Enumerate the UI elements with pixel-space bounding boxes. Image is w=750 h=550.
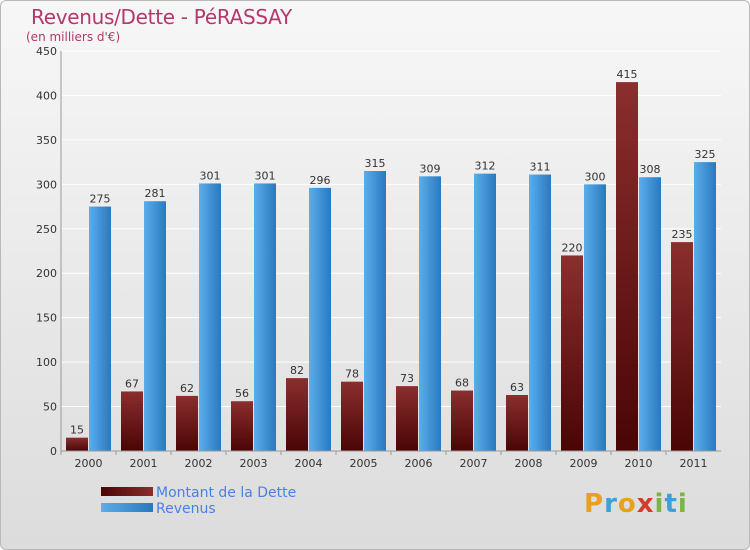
y-tick-label: 300 (36, 178, 57, 191)
chart-title: Revenus/Dette - PéRASSAY (31, 5, 292, 29)
y-tick-label: 400 (36, 89, 57, 102)
axes: 0 50 100 150 200 250 300 350 400 450 2000 2001 2002 2… (36, 45, 721, 470)
data-label-revenue: 281 (145, 187, 166, 200)
bar-revenue (199, 183, 221, 451)
x-tick-label: 2004 (295, 457, 323, 470)
x-tick-label: 2002 (185, 457, 213, 470)
data-label-debt: 73 (400, 372, 414, 385)
legend-swatch-debt (101, 487, 153, 496)
bar-revenue (584, 184, 606, 452)
bar-debt (286, 378, 308, 451)
data-label-debt: 63 (510, 381, 524, 394)
bar-revenue (474, 173, 496, 451)
bar-revenue (419, 176, 441, 452)
bar-revenue (694, 162, 716, 451)
x-tick-label: 2011 (680, 457, 708, 470)
y-tick-label: 150 (36, 312, 57, 325)
data-label-revenue: 309 (420, 162, 441, 175)
logo-letter: P (584, 489, 605, 519)
data-label-revenue: 301 (255, 169, 276, 182)
bar-debt (671, 242, 693, 451)
data-label-revenue: 296 (310, 174, 331, 187)
logo-letter: r (604, 489, 618, 519)
y-tick-label: 200 (36, 267, 57, 280)
bar-revenue (529, 174, 551, 452)
bar-revenue (254, 183, 276, 451)
data-label-debt: 68 (455, 377, 469, 390)
logo-letter: o (617, 489, 637, 519)
bar-debt (506, 395, 528, 451)
data-label-debt: 220 (562, 241, 583, 254)
data-label-debt: 415 (617, 68, 638, 81)
data-label-debt: 15 (70, 424, 84, 437)
data-label-debt: 82 (290, 364, 304, 377)
legend-label-revenue: Revenus (156, 501, 216, 517)
chart-subtitle: (en milliers d'€) (26, 30, 121, 44)
x-tick-label: 2009 (570, 457, 598, 470)
x-tick-label: 2008 (515, 457, 543, 470)
y-tick-label: 350 (36, 134, 57, 147)
bar-debt (616, 82, 638, 451)
data-label-debt: 67 (125, 377, 139, 390)
logo-letter: i (654, 489, 665, 519)
data-label-revenue: 301 (200, 169, 221, 182)
bar-revenue (89, 206, 111, 451)
logo-letter: x (636, 489, 655, 519)
data-label-debt: 62 (180, 382, 194, 395)
logo-letter: t (664, 489, 678, 519)
data-label-revenue: 312 (475, 160, 496, 173)
x-tick-label: 2001 (130, 457, 158, 470)
x-tick-label: 2005 (350, 457, 378, 470)
x-tick-label: 2000 (75, 457, 103, 470)
legend-label-debt: Montant de la Dette (156, 485, 297, 501)
y-tick-label: 50 (43, 401, 57, 414)
bar-debt (121, 391, 143, 451)
x-tick-label: 2006 (405, 457, 433, 470)
x-tick-label: 2010 (625, 457, 653, 470)
data-label-revenue: 315 (365, 157, 386, 170)
y-tick-label: 100 (36, 356, 57, 369)
data-label-revenue: 308 (640, 163, 661, 176)
data-label-debt: 56 (235, 387, 249, 400)
x-tick-label: 2003 (240, 457, 268, 470)
data-label-debt: 78 (345, 368, 359, 381)
bar-debt (176, 395, 198, 451)
proxiti-logo: Proxiti (584, 489, 688, 519)
bar-debt (561, 255, 583, 451)
bar-debt (451, 390, 473, 451)
y-tick-label: 450 (36, 45, 57, 58)
data-label-revenue: 275 (90, 193, 111, 206)
data-label-revenue: 311 (530, 161, 551, 174)
data-label-revenue: 325 (695, 148, 716, 161)
x-tick-label: 2007 (460, 457, 488, 470)
legend-swatch-revenue (101, 503, 153, 512)
bars-group: 15 275 67 281 62 301 56 301 82 296 78 315 73 309 68 312… (66, 68, 716, 452)
data-label-debt: 235 (672, 228, 693, 241)
data-label-revenue: 300 (585, 170, 606, 183)
y-tick-label: 0 (50, 445, 57, 458)
bar-debt (66, 437, 88, 451)
bar-debt (231, 401, 253, 451)
bar-revenue (364, 171, 386, 451)
y-tick-label: 250 (36, 223, 57, 236)
logo-letter: i (677, 489, 688, 519)
bar-debt (396, 386, 418, 451)
bar-debt (341, 381, 363, 451)
bar-revenue (639, 177, 661, 451)
bar-revenue (309, 187, 331, 451)
bar-revenue (144, 201, 166, 451)
